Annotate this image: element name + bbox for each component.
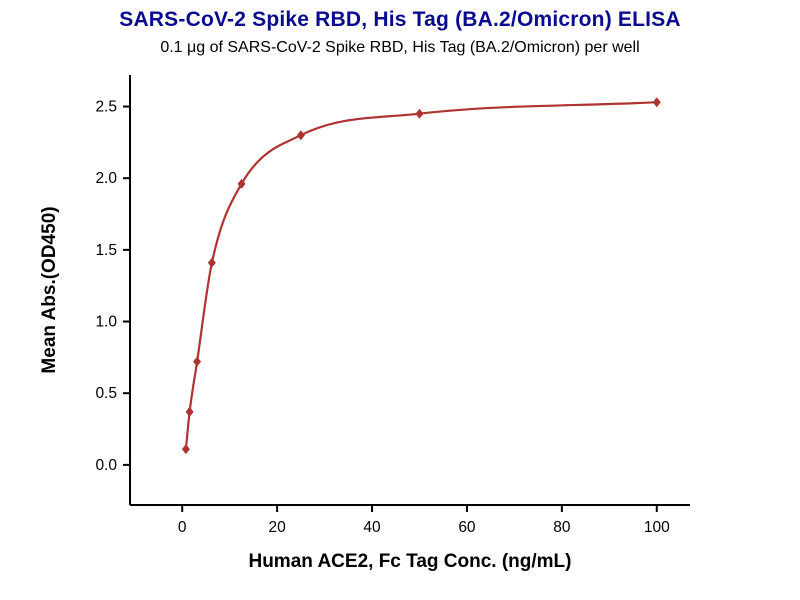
x-tick-label: 20 — [268, 519, 286, 536]
chart-subtitle: 0.1 μg of SARS-CoV-2 Spike RBD, His Tag … — [160, 39, 640, 56]
fit-curve — [184, 101, 657, 450]
data-point-marker — [296, 130, 305, 141]
data-point-marker — [181, 444, 190, 455]
data-point-marker — [207, 257, 216, 268]
y-tick-label: 0.5 — [95, 385, 117, 402]
x-axis: 0 20 40 60 80 100 — [130, 504, 690, 536]
elisa-binding-chart: 0 20 40 60 80 100 0.0 0.5 1.0 1.5 2.0 2.5 Human ACE2… — [39, 75, 690, 572]
data-point-marker — [415, 108, 424, 119]
x-tick-label: 0 — [178, 519, 187, 536]
chart-header: SARS-CoV-2 Spike RBD, His Tag (BA.2/Omic… — [0, 0, 800, 57]
data-point-marker — [185, 406, 194, 417]
x-tick-label: 100 — [644, 519, 670, 536]
y-tick-label: 2.5 — [95, 99, 117, 116]
data-point-marker — [193, 356, 202, 367]
data-series — [181, 97, 661, 455]
y-tick-label: 0.0 — [95, 457, 117, 474]
y-tick-label: 1.0 — [95, 314, 117, 331]
data-point-marker — [652, 97, 661, 108]
x-tick-label: 40 — [363, 519, 381, 536]
y-axis-label: Mean Abs.(OD450) — [39, 206, 60, 373]
y-axis: 0.0 0.5 1.0 1.5 2.0 2.5 — [95, 75, 131, 505]
data-point-marker — [237, 178, 246, 189]
y-tick-label: 1.5 — [95, 242, 117, 259]
x-axis-label: Human ACE2, Fc Tag Conc. (ng/mL) — [248, 551, 571, 572]
x-tick-label: 60 — [458, 519, 476, 536]
chart-title: SARS-CoV-2 Spike RBD, His Tag (BA.2/Omic… — [119, 8, 681, 31]
x-tick-label: 80 — [553, 519, 571, 536]
y-tick-label: 2.0 — [95, 170, 117, 187]
